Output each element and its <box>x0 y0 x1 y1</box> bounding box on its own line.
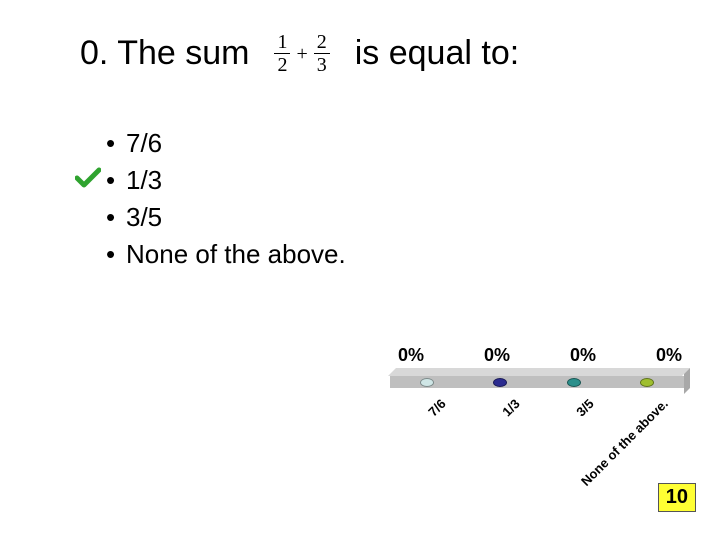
option-text: None of the above. <box>126 239 346 270</box>
response-chart: 0% 0% 0% 0% 7/6 1/3 3/5 None of the abov… <box>390 345 690 480</box>
check-icon <box>75 167 101 189</box>
countdown-value: 10 <box>666 486 688 508</box>
fraction-2: 2 3 <box>314 32 330 75</box>
percent-label: 0% <box>398 345 424 366</box>
answer-options: • 7/6 • 1/3 • 3/5 • None of the above. <box>70 128 346 276</box>
chart-label: 1/3 <box>499 396 522 419</box>
percent-row: 0% 0% 0% 0% <box>390 345 690 368</box>
option-text: 3/5 <box>126 202 162 233</box>
fraction-expression: 1 2 + 2 3 <box>271 32 332 75</box>
bullet-icon: • <box>106 239 126 270</box>
dot-3 <box>640 378 654 387</box>
option-check-1 <box>70 165 106 196</box>
option-row[interactable]: • None of the above. <box>70 239 346 270</box>
plus-sign: + <box>296 44 307 64</box>
chart-labels: 7/6 1/3 3/5 None of the above. <box>390 390 690 480</box>
percent-label: 0% <box>570 345 596 366</box>
bullet-icon: • <box>106 128 126 159</box>
option-row[interactable]: • 3/5 <box>70 202 346 233</box>
title-after: is equal to: <box>355 34 519 73</box>
percent-label: 0% <box>484 345 510 366</box>
option-text: 7/6 <box>126 128 162 159</box>
chart-label: 7/6 <box>425 396 448 419</box>
countdown-timer: 10 <box>658 483 696 512</box>
dot-0 <box>420 378 434 387</box>
bar-base <box>390 368 690 388</box>
option-row[interactable]: • 1/3 <box>70 165 346 196</box>
dot-1 <box>493 378 507 387</box>
bullet-icon: • <box>106 165 126 196</box>
option-row[interactable]: • 7/6 <box>70 128 346 159</box>
chart-label: 3/5 <box>573 396 596 419</box>
option-text: 1/3 <box>126 165 162 196</box>
fraction-1: 1 2 <box>274 32 290 75</box>
title-before: 0. The sum <box>80 34 249 73</box>
question-title: 0. The sum 1 2 + 2 3 is equal to: <box>80 32 660 75</box>
bullet-icon: • <box>106 202 126 233</box>
dot-2 <box>567 378 581 387</box>
percent-label: 0% <box>656 345 682 366</box>
